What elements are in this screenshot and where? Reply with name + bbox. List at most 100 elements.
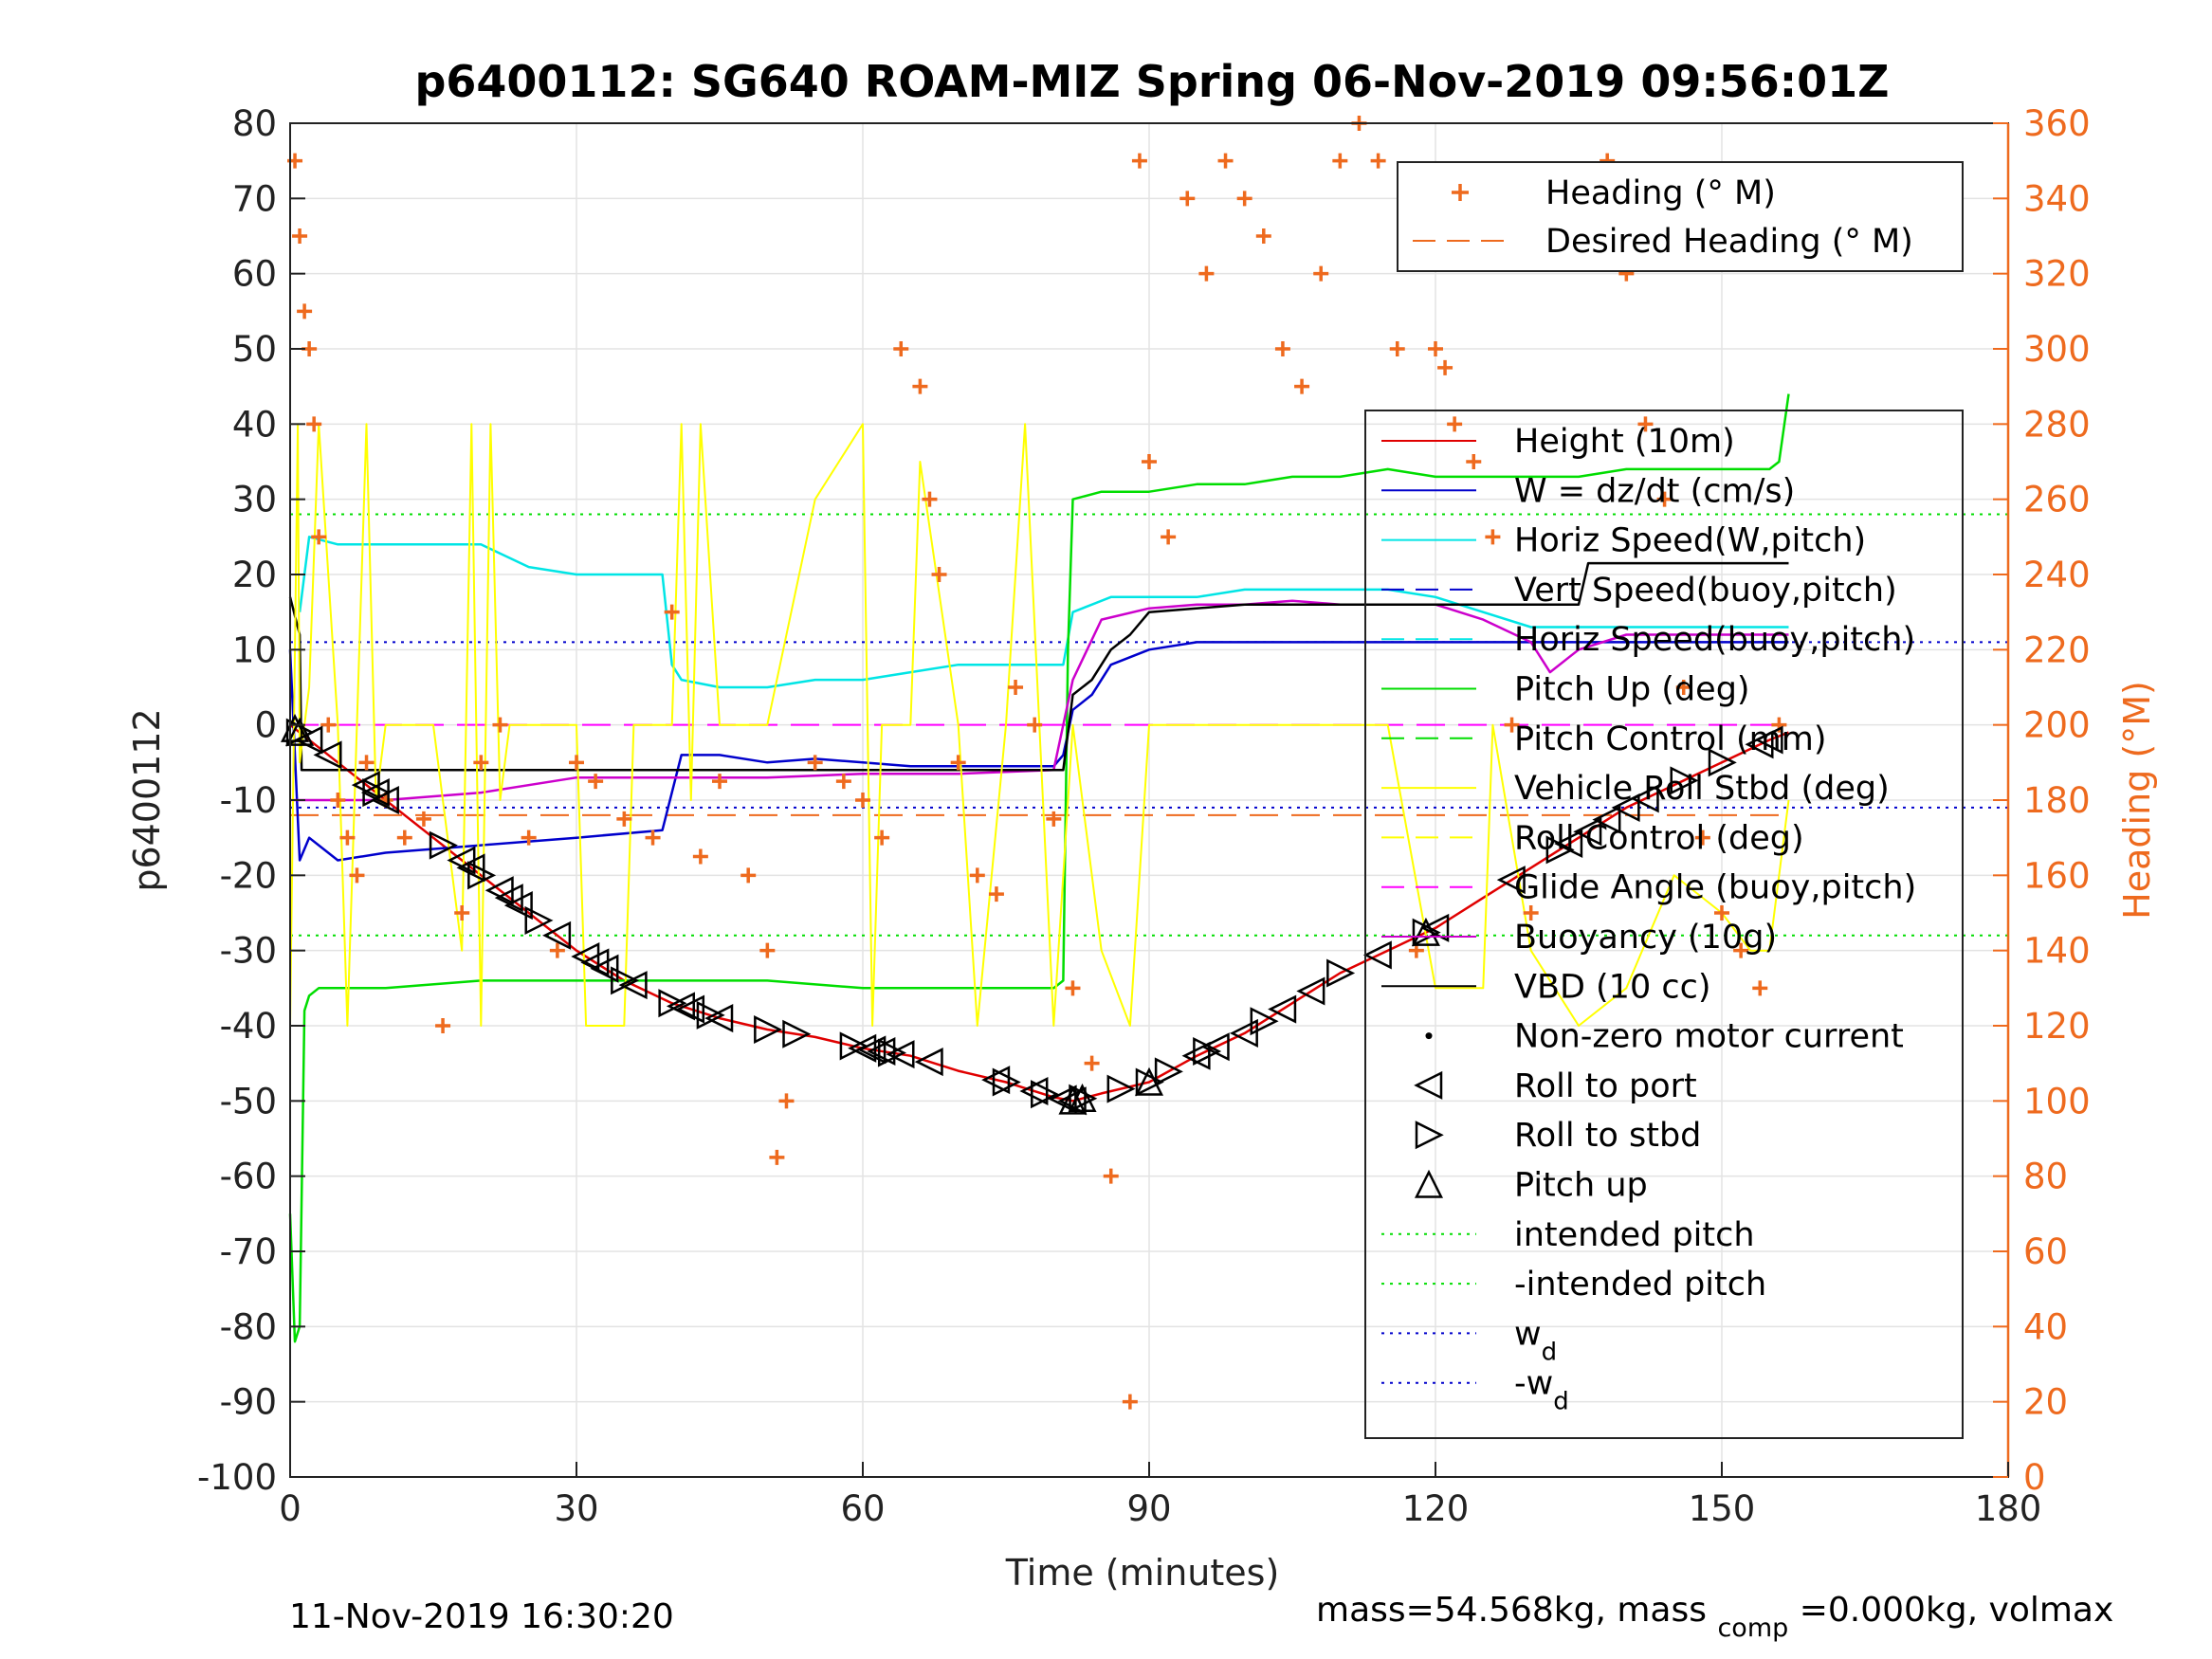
roll-stbd-marker-1 <box>362 778 392 808</box>
heading-point-48 <box>1122 1394 1138 1410</box>
y-tick-label-18: -100 <box>197 1457 277 1498</box>
heading-point-43 <box>1027 717 1043 733</box>
legend-heading-label-0: Heading (° M) <box>1545 174 1776 212</box>
heading-point-2 <box>297 303 313 319</box>
pitch-up-marker-2 <box>1058 1085 1088 1115</box>
heading-point-23 <box>645 830 661 846</box>
roll-stbd-marker-11 <box>877 1038 906 1067</box>
y2-tick-label-2: 320 <box>2023 254 2091 295</box>
heading-point-17 <box>492 717 508 733</box>
heading-point-21 <box>588 774 604 790</box>
heading-point-44 <box>1046 811 1062 827</box>
y2-tick-label-3: 300 <box>2023 329 2091 370</box>
roll-stbd-marker-3 <box>467 861 497 890</box>
roll-port-marker-13 <box>590 954 619 983</box>
legend-heading: Heading (° M) Desired Heading (° M) <box>1397 161 1964 272</box>
roll-stbd-marker-12 <box>992 1067 1021 1097</box>
heading-point-20 <box>569 755 584 771</box>
roll-stbd-marker-23 <box>1670 766 1699 795</box>
roll-port-marker-37 <box>1592 805 1621 834</box>
roll-port-marker-22 <box>914 1048 943 1077</box>
y-tick-label-2: 60 <box>232 254 277 295</box>
y-tick-label-12: -40 <box>220 1006 277 1047</box>
y2-tick-label-10: 160 <box>2023 855 2091 896</box>
heading-point-79 <box>1675 680 1691 695</box>
x-axis-label: Time (minutes) <box>1005 1552 1280 1594</box>
legend-main-label-15-main: Pitch up <box>1514 1167 1648 1205</box>
chart-title: p6400112: SG640 ROAM-MIZ Spring 06-Nov-2… <box>414 56 1889 107</box>
legend-main-sample-13 <box>1414 1070 1443 1100</box>
y2-tick-label-1: 340 <box>2023 178 2091 219</box>
heading-point-7 <box>330 793 346 808</box>
pitch-up-marker-3 <box>1068 1083 1097 1112</box>
y-tick-label-14: -60 <box>220 1157 277 1197</box>
y-tick-label-5: 30 <box>232 480 277 520</box>
roll-port-marker-21 <box>886 1040 915 1069</box>
legend-heading-label-0-main: Heading (° M) <box>1545 174 1776 212</box>
pitch-up-marker-4 <box>1134 1066 1164 1096</box>
legend-main-label-13-main: Roll to port <box>1514 1067 1697 1105</box>
roll-port-marker-34 <box>1496 866 1526 895</box>
heading-point-63 <box>1389 341 1405 356</box>
heading-point-32 <box>835 774 851 790</box>
roll-stbd-marker-16 <box>1135 1067 1164 1097</box>
legend-main-label-10: Buoyancy (10g) <box>1514 919 1777 957</box>
x-tick-label-1: 30 <box>554 1488 598 1529</box>
legend-main-label-1: W = dz/dt (cm/s) <box>1514 472 1795 510</box>
heading-point-5 <box>311 529 327 545</box>
legend-main-label-16: intended pitch <box>1514 1216 1755 1254</box>
y-tick-label-4: 40 <box>232 404 277 445</box>
heading-point-19 <box>549 942 565 958</box>
heading-point-65 <box>1428 341 1443 356</box>
legend-main-label-5-main: Pitch Up (deg) <box>1514 671 1750 709</box>
footer-mass: mass=54.568kg, mass comp =0.000kg, volma… <box>1316 1591 2113 1645</box>
roll-stbd-marker-9 <box>782 1019 812 1048</box>
y2-tick-label-8: 200 <box>2023 705 2091 746</box>
y-tick-label-3: 50 <box>232 329 277 370</box>
heading-point-27 <box>740 867 757 884</box>
y2-tick-label-9: 180 <box>2023 780 2091 821</box>
footer-mass-tail: =0.000kg, volmax <box>1800 1591 2114 1630</box>
heading-point-34 <box>874 830 890 846</box>
y2-tick-label-15: 60 <box>2023 1231 2068 1272</box>
legend-main-box <box>1364 410 1964 1439</box>
x-tick-label-5: 150 <box>1689 1488 1756 1529</box>
heading-point-47 <box>1103 1168 1119 1184</box>
roll-stbd-marker-7 <box>696 1000 725 1030</box>
roll-port-marker-9 <box>503 891 533 921</box>
legend-main-label-19-sub: d <box>1553 1388 1569 1416</box>
roll-stbd-marker-13 <box>1031 1080 1060 1109</box>
x-axis-ticks: 0 30 60 90 120 150 180 <box>279 1462 2041 1529</box>
roll-port-marker-6 <box>456 853 485 883</box>
heading-point-9 <box>349 867 365 884</box>
legend-main-label-8-main: Roll Control (deg) <box>1514 819 1804 857</box>
roll-port-marker-41 <box>1754 725 1783 755</box>
heading-point-55 <box>1236 191 1252 207</box>
y2-tick-label-16: 40 <box>2023 1306 2068 1347</box>
y2-tick-label-5: 260 <box>2023 480 2091 520</box>
y-tick-label-8: 0 <box>254 705 277 746</box>
roll-stbd-marker-2 <box>429 830 458 860</box>
heading-point-14 <box>435 1018 451 1033</box>
legend-main-label-15: Pitch up <box>1514 1167 1648 1205</box>
heading-point-50 <box>1142 454 1157 469</box>
roll-port-marker-17 <box>704 1004 734 1033</box>
footer-mass-main: mass=54.568kg, mass <box>1316 1591 1707 1630</box>
legend-main-label-3-main: Vert Speed(buoy,pitch) <box>1514 572 1897 610</box>
heading-point-69 <box>1485 529 1501 545</box>
legend-main-label-6-main: Pitch Control (mm) <box>1514 720 1826 758</box>
y-tick-label-9: -10 <box>220 780 277 821</box>
heading-point-15 <box>454 905 470 921</box>
heading-point-41 <box>988 886 1004 902</box>
legend-main-label-7: Vehicle Roll Stbd (deg) <box>1514 770 1890 808</box>
legend-main-sample-15 <box>1414 1169 1444 1198</box>
y2-tick-label-18: 0 <box>2023 1457 2046 1498</box>
roll-stbd-marker-14 <box>1069 1084 1098 1113</box>
pitch-up-marker-1 <box>285 717 315 746</box>
roll-stbd-marker-10 <box>839 1031 868 1061</box>
y2-tick-label-4: 280 <box>2023 404 2091 445</box>
y-axis-label: p6400112 <box>126 708 168 891</box>
roll-stbd-marker-22 <box>1545 835 1575 865</box>
y-tick-label-15: -70 <box>220 1231 277 1272</box>
